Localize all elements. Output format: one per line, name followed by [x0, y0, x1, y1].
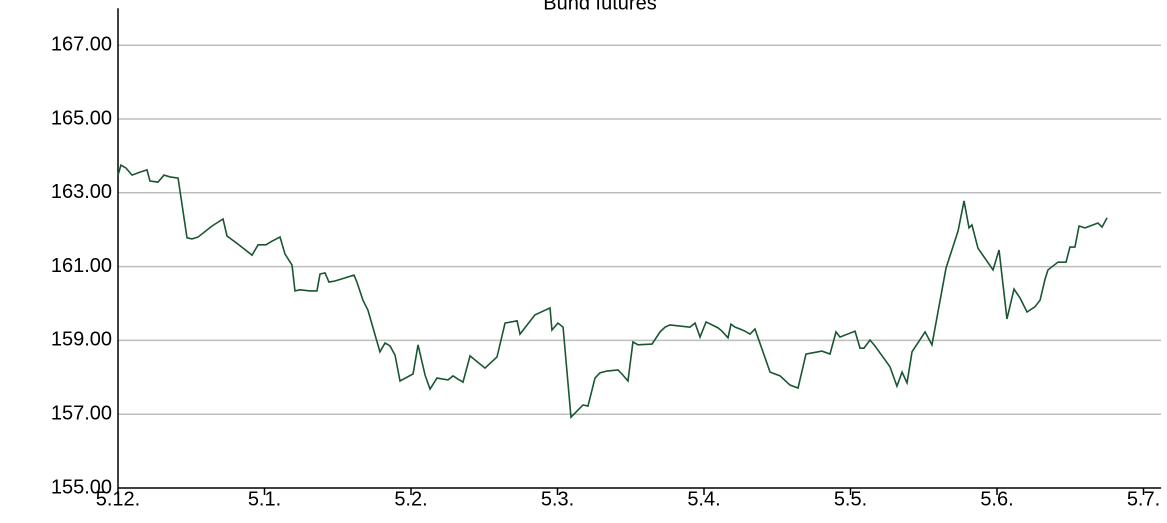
y-tick-label: 161.00 — [51, 255, 112, 277]
y-tick-label: 157.00 — [51, 402, 112, 424]
y-tick-label: 165.00 — [51, 107, 112, 129]
x-tick-label: 5.6. — [980, 488, 1013, 510]
x-tick-label: 5.1. — [248, 488, 281, 510]
x-tick-label: 5.12. — [96, 488, 140, 510]
line-series — [117, 163, 1108, 419]
y-tick-label: 155.00 — [51, 476, 112, 498]
y-tick-label: 159.00 — [51, 329, 112, 351]
x-tick-label: 5.2. — [394, 488, 427, 510]
y-tick-label: 167.00 — [51, 33, 112, 55]
y-tick-label: 163.00 — [51, 181, 112, 203]
x-tick-label: 5.4. — [687, 488, 720, 510]
x-tick-label: 5.5. — [834, 488, 867, 510]
chart-title: Bund futures — [543, 0, 656, 14]
x-tick-label: 5.3. — [541, 488, 574, 510]
x-tick-label: 5.7. — [1127, 488, 1160, 510]
